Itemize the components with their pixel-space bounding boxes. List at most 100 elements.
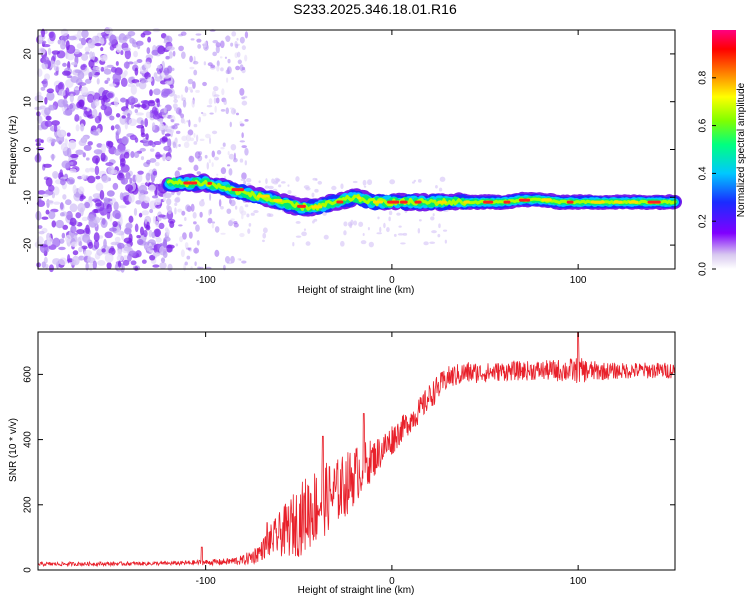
spectrogram-noise-blob xyxy=(94,99,100,107)
spectrogram-noise-blob xyxy=(243,180,247,185)
spectrogram-noise-blob xyxy=(84,168,90,173)
spectrogram-noise-blob xyxy=(229,199,236,207)
spectrogram-noise-blob xyxy=(233,220,238,225)
spectrogram-noise-blob xyxy=(128,233,133,242)
spectrogram-noise-blob xyxy=(95,175,101,180)
snr-x-label: Height of straight line (km) xyxy=(298,585,415,596)
spectrogram-noise-blob xyxy=(388,210,393,216)
spectrogram-noise-blob xyxy=(196,38,202,43)
spectrogram-noise-blob xyxy=(43,163,52,168)
spectrogram-noise-blob xyxy=(223,99,227,106)
spectrogram-noise-blob xyxy=(165,46,175,51)
spectrogram-noise-blob xyxy=(247,228,251,234)
spectrogram-noise-blob xyxy=(147,77,153,83)
spectrogram-noise-blob xyxy=(174,123,180,126)
spectrogram-noise-blob xyxy=(193,247,200,254)
colorbar-label: Normalized spectral amplitude xyxy=(736,82,747,217)
spectrogram-noise-blob xyxy=(155,154,164,158)
spectrogram-noise-blob xyxy=(85,78,92,84)
spectrogram-noise-blob xyxy=(35,138,43,144)
spectrogram-noise-blob xyxy=(66,132,71,137)
spectrogram-noise-blob xyxy=(53,186,60,196)
spectrogram-noise-blob xyxy=(151,106,158,115)
spectrogram-noise-blob xyxy=(196,239,200,246)
spectrogram-noise-blob xyxy=(134,137,139,143)
spectrogram-noise-blob xyxy=(219,56,223,59)
spectrogram-noise-blob xyxy=(48,210,56,220)
spectrogram-noise-blob xyxy=(84,201,91,209)
spectrogram-noise-blob xyxy=(89,51,93,60)
spectrogram-noise-blob xyxy=(77,255,85,261)
spectrogram-noise-blob xyxy=(149,158,157,163)
spectrogram-noise-blob xyxy=(212,40,219,44)
spectrogram-noise-blob xyxy=(46,88,55,94)
spectrogram-noise-blob xyxy=(69,203,78,213)
colorbar-tick-label: 0.2 xyxy=(698,214,709,228)
spectrogram-noise-blob xyxy=(193,141,198,145)
spectrogram-noise-blob xyxy=(130,84,137,95)
spectrogram-noise-blob xyxy=(146,159,151,165)
spectrogram-noise-blob xyxy=(241,214,244,220)
spectrogram-noise-blob xyxy=(94,43,102,47)
spectrogram-x-tick-label: -100 xyxy=(196,275,216,286)
spectrogram-trace-hotspot xyxy=(463,200,470,204)
spectrogram-noise-blob xyxy=(44,107,51,116)
spectrogram-noise-blob xyxy=(264,185,270,189)
spectrogram-noise-blob xyxy=(239,123,245,127)
spectrogram-noise-blob xyxy=(91,130,99,136)
spectrogram-noise-blob xyxy=(113,201,119,211)
spectrogram-noise-blob xyxy=(60,178,66,186)
spectrogram-noise-blob xyxy=(213,94,220,97)
spectrogram-noise-blob xyxy=(125,172,131,180)
spectrogram-noise-blob xyxy=(211,221,216,224)
spectrogram-noise-blob xyxy=(79,241,83,247)
spectrogram-noise-blob xyxy=(148,229,153,238)
spectrogram-noise-blob xyxy=(84,46,91,53)
spectrogram-noise-blob xyxy=(149,148,155,152)
spectrogram-noise-blob xyxy=(423,241,429,246)
spectrogram-noise-blob xyxy=(115,113,121,118)
spectrogram-y-tick-label: 20 xyxy=(23,48,34,60)
spectrogram-noise-blob xyxy=(114,212,121,220)
spectrogram-noise-blob xyxy=(53,201,61,205)
spectrogram-noise-blob xyxy=(41,28,46,38)
spectrogram-noise-blob xyxy=(119,192,124,201)
spectrogram-noise-blob xyxy=(112,72,122,83)
spectrogram-noise-blob xyxy=(65,87,70,97)
snr-y-ticks: 0 200 400 600 xyxy=(23,366,675,573)
spectrogram-noise-blob xyxy=(37,190,46,195)
spectrogram-noise-blob xyxy=(295,176,300,182)
spectrogram-noise-blob xyxy=(116,125,121,135)
spectrogram-noise-blob xyxy=(36,262,41,268)
spectrogram-noise-blob xyxy=(121,135,129,145)
spectrogram-trace-hotspot xyxy=(357,196,362,200)
spectrogram-noise-blob xyxy=(176,95,181,99)
spectrogram-noise-blob xyxy=(70,62,78,66)
spectrogram-noise-blob xyxy=(95,202,102,207)
spectrogram-noise-blob xyxy=(303,228,307,232)
spectrogram-noise-blob xyxy=(82,152,86,158)
spectrogram-noise-blob xyxy=(141,259,147,264)
spectrogram-noise-blob xyxy=(430,216,435,221)
spectrogram-noise-blob xyxy=(53,65,60,72)
spectrogram-noise-blob xyxy=(226,208,232,214)
spectrogram-noise-blob xyxy=(76,228,85,235)
spectrogram-noise-blob xyxy=(349,223,353,229)
spectrogram-noise-blob xyxy=(177,167,182,171)
spectrogram-noise-blob xyxy=(145,172,151,181)
spectrogram-noise-blob xyxy=(87,241,94,249)
spectrogram-noise-blob xyxy=(203,61,207,66)
spectrogram-noise-blob xyxy=(118,40,127,44)
spectrogram-noise-blob xyxy=(146,221,150,230)
spectrogram-noise-blob xyxy=(78,246,83,253)
spectrogram-noise-blob xyxy=(104,252,114,263)
spectrogram-noise-blob xyxy=(193,221,197,225)
spectrogram-noise-blob xyxy=(317,180,323,185)
spectrogram-trace-hotspot xyxy=(437,200,447,204)
spectrogram-noise-blob xyxy=(193,164,199,171)
spectrogram-noise-blob xyxy=(230,42,234,47)
spectrogram-noise-blob xyxy=(227,58,231,64)
spectrogram-noise-blob xyxy=(216,60,220,67)
spectrogram-noise-blob xyxy=(65,234,72,243)
spectrogram-noise-blob xyxy=(92,260,97,270)
